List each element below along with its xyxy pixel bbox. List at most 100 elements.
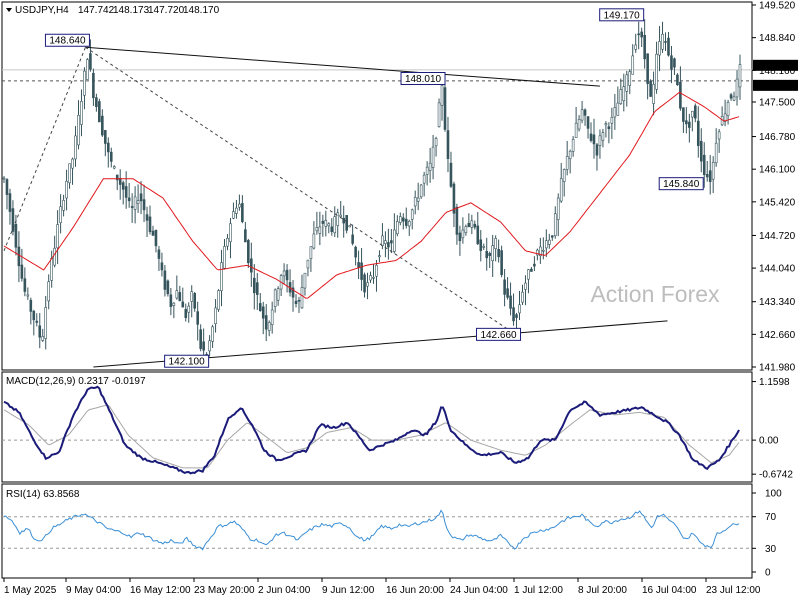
candle-body	[17, 246, 21, 267]
candle-body	[419, 184, 423, 198]
candle-body	[455, 206, 459, 235]
candle-body	[655, 53, 658, 90]
candle-body	[241, 203, 244, 222]
candle-body	[416, 197, 420, 202]
price-tick-label: 143.340	[759, 297, 796, 308]
price-annotation-label: 145.840	[663, 179, 700, 190]
candle-body	[115, 174, 119, 181]
price-tick-label: 141.980	[759, 363, 796, 374]
candle-body	[533, 263, 536, 267]
candle-body	[5, 179, 9, 195]
candle-body	[151, 230, 155, 236]
candle-body	[190, 291, 194, 302]
candle-body	[327, 223, 331, 227]
price-annotation-box	[476, 327, 522, 341]
candle-body	[41, 336, 45, 341]
candle-body	[685, 120, 688, 125]
candle-body	[38, 325, 42, 338]
watermark: Action Forex	[590, 281, 720, 307]
rsi-tick-label: 70	[765, 512, 777, 523]
candle-body	[381, 235, 384, 246]
candle-body	[130, 206, 134, 208]
price-annotation-box	[44, 33, 90, 47]
candle-body	[261, 306, 265, 319]
price-annotation-box	[658, 177, 704, 191]
candle-body	[545, 240, 548, 249]
candle-body	[601, 132, 605, 141]
candle-body	[521, 291, 524, 303]
candle-body	[390, 240, 393, 244]
candle-body	[598, 135, 602, 146]
candle-body	[723, 113, 727, 122]
candle-body	[196, 311, 199, 325]
ohlc-high: 148.173	[113, 5, 150, 16]
candle-body	[547, 239, 551, 245]
candle-body	[491, 245, 494, 262]
candle-body	[59, 206, 62, 223]
candle-body	[44, 307, 48, 339]
candle-body	[542, 249, 545, 252]
candle-body	[658, 41, 661, 56]
candle-body	[306, 259, 310, 269]
candle-body	[106, 142, 110, 153]
candle-body	[673, 58, 676, 68]
candle-body	[497, 249, 500, 258]
candle-body	[631, 55, 635, 75]
candle-body	[592, 134, 596, 145]
candle-body	[401, 217, 405, 222]
trendline-solid	[85, 46, 600, 87]
candle-body	[14, 223, 18, 248]
candle-body	[387, 242, 390, 248]
candle-body	[437, 102, 441, 127]
candle-body	[524, 282, 527, 290]
candle-body	[604, 123, 608, 126]
candle-body	[434, 138, 438, 147]
macd-tick-label: 0.00	[759, 436, 779, 447]
price-tick-label: 148.840	[759, 33, 796, 44]
candle-body	[384, 240, 387, 244]
candle-body	[622, 86, 626, 102]
candle-series	[2, 19, 742, 368]
candle-body	[413, 197, 417, 207]
candle-body	[214, 307, 217, 325]
rsi-tick-label: 100	[765, 489, 782, 500]
price-tick-label: 144.720	[759, 231, 796, 242]
candle-body	[640, 31, 643, 38]
candle-body	[309, 246, 313, 259]
macd-panel	[1, 371, 753, 483]
candle-body	[330, 226, 334, 233]
candle-body	[461, 229, 465, 239]
candle-body	[607, 126, 611, 130]
candle-body	[244, 229, 247, 243]
time-tick-label: 1 Jul 12:00	[514, 585, 563, 596]
candle-body	[166, 280, 170, 295]
candle-body	[92, 72, 95, 99]
macd-tick-label: 1.1598	[759, 377, 790, 388]
candle-body	[154, 229, 158, 247]
candle-body	[258, 303, 262, 312]
candle-body	[47, 281, 50, 302]
candle-body	[583, 109, 587, 116]
candle-body	[285, 269, 289, 281]
candle-body	[273, 289, 277, 308]
candle-body	[211, 326, 214, 342]
candle-body	[372, 276, 375, 279]
time-tick-label: 23 Jul 12:00	[706, 585, 761, 596]
candle-body	[458, 232, 462, 242]
candle-body	[732, 96, 736, 101]
candle-body	[616, 102, 620, 116]
macd-tick-label: -0.6742	[759, 470, 793, 481]
price-annotation-label: 142.660	[480, 330, 517, 341]
candle-body	[410, 209, 414, 220]
candle-body	[62, 199, 65, 211]
candle-body	[506, 288, 509, 298]
candle-body	[464, 226, 468, 234]
candle-body	[691, 110, 694, 118]
candle-body	[270, 309, 274, 326]
candle-body	[559, 178, 563, 202]
candle-body	[586, 116, 590, 129]
rsi-line	[3, 509, 740, 551]
symbol-label: USDJPY,H4	[15, 5, 69, 16]
candle-body	[512, 307, 515, 322]
candle-body	[708, 170, 712, 182]
